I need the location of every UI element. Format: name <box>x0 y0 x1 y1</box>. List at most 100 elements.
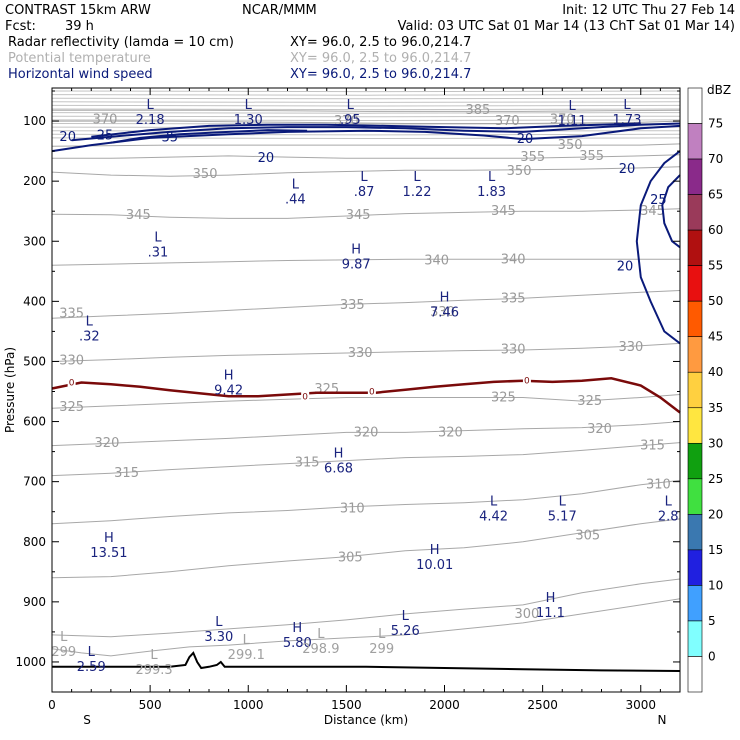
theta-contour-label: 350 <box>558 138 583 153</box>
theta-center-marker: L <box>317 627 325 642</box>
theta-contour-330 <box>51 342 681 362</box>
wind-center-marker: L <box>147 98 155 113</box>
x-tick-label: 500 <box>139 698 162 712</box>
zero-contour: 0 0 0 0 <box>51 375 681 414</box>
x-end-label-north: N <box>658 713 667 727</box>
x-tick-label: 1500 <box>331 698 362 712</box>
wind-contour-right-25 <box>661 174 681 249</box>
field-1-xy: XY= 96.0, 2.5 to 96.0,214.7 <box>290 35 471 50</box>
wind-center-marker: H <box>224 368 234 383</box>
wind-center-value: 5.17 <box>548 510 577 525</box>
colorbar-swatch <box>687 300 703 338</box>
wind-center-marker: L <box>402 609 410 624</box>
theta-strat-line <box>51 112 681 114</box>
colorbar-swatch <box>687 265 703 302</box>
pressure-centers: L2.18L1.30L.95L1.11L1.73L.44L.87L1.22L1.… <box>51 98 678 678</box>
wind-center-marker: L <box>665 495 673 510</box>
theta-contour-label: 325 <box>577 394 602 409</box>
theta-contour-345 <box>51 208 681 219</box>
colorbar-label: 25 <box>708 472 723 486</box>
theta-center-marker: L <box>243 633 251 648</box>
wind-center-value: 2.8 <box>658 510 679 525</box>
wind-center-marker: L <box>413 170 421 185</box>
colorbar-swatch <box>687 194 703 231</box>
zero-contour-label-bg <box>522 375 531 386</box>
field-3-xy: XY= 96.0, 2.5 to 96.0,214.7 <box>290 67 471 82</box>
wind-center-value: 10.01 <box>416 558 453 573</box>
theta-contour-label: 300 <box>515 607 540 622</box>
wind-center-value: 9.87 <box>342 257 371 272</box>
colorbar-label: 70 <box>708 152 723 166</box>
colorbar-label: 5 <box>708 614 716 628</box>
terrain-line <box>52 651 681 672</box>
wind-center-marker: L <box>623 98 631 113</box>
x-tick-label: 3000 <box>625 698 656 712</box>
wind-center-marker: L <box>347 98 355 113</box>
wind-center-value: .87 <box>354 185 375 200</box>
colorbar-swatch <box>687 514 703 551</box>
terrain-profile <box>52 651 681 672</box>
wind-center-value: 2.59 <box>77 660 106 675</box>
center-title: NCAR/MMM <box>242 3 317 18</box>
theta-contour-label: 310 <box>340 502 365 517</box>
theta-contour-label: 305 <box>338 550 363 565</box>
theta-contour-315 <box>51 442 681 477</box>
theta-center-value: 299 <box>369 642 394 657</box>
colorbar-label: 30 <box>708 436 723 450</box>
theta-center-value: 299.1 <box>228 648 265 663</box>
colorbar-swatch <box>687 442 703 480</box>
wind-contour-25 <box>71 122 681 142</box>
wind-center-value: 6.68 <box>324 462 353 477</box>
theta-contour-label: 340 <box>501 252 526 267</box>
wind-center-marker: L <box>360 170 368 185</box>
wind-center-value: 5.26 <box>391 624 420 639</box>
model-title: CONTRAST 15km ARW <box>5 3 151 18</box>
theta-center-marker: L <box>378 627 386 642</box>
wind-center-value: 1.30 <box>234 113 263 128</box>
theta-contour-label: 330 <box>430 305 455 320</box>
wind-center-value: 4.42 <box>479 510 508 525</box>
wind-center-value: 1.73 <box>613 113 642 128</box>
wind-center-marker: H <box>104 531 114 546</box>
wind-center-marker: L <box>88 645 96 660</box>
theta-contour-label: 370 <box>550 112 575 127</box>
wind-contour-35 <box>110 129 308 144</box>
wind-center-value: 9.42 <box>214 383 243 398</box>
wind-center-value: 3.30 <box>204 630 233 645</box>
wind-contours <box>51 122 681 345</box>
colorbar-swatch <box>687 585 703 622</box>
zero-contour-label: 0 <box>369 388 375 398</box>
colorbar-label: 0 <box>708 649 716 663</box>
wind-center-marker: L <box>559 495 567 510</box>
wind-center-marker: L <box>215 615 223 630</box>
wind-center-value: .95 <box>340 113 361 128</box>
y-tick-label: 800 <box>23 535 46 549</box>
colorbar-label: 35 <box>708 401 723 415</box>
colorbar-label: 50 <box>708 294 723 308</box>
theta-strat-line <box>51 90 681 93</box>
colorbar-swatch <box>687 656 703 693</box>
colorbar-swatch <box>687 229 703 266</box>
theta-contour-label: 315 <box>640 439 665 454</box>
theta-contour-label: 370 <box>495 114 520 129</box>
zero-contour-label-bg <box>367 386 376 397</box>
y-tick-label: 600 <box>23 415 46 429</box>
wind-contour-30 <box>91 122 641 138</box>
wind-center-marker: H <box>440 290 450 305</box>
wind-center-marker: L <box>568 99 576 114</box>
colorbar-swatch <box>687 620 703 657</box>
theta-center-marker: L <box>60 630 68 645</box>
wind-center-value: 13.51 <box>90 546 127 561</box>
y-tick-label: 400 <box>23 294 46 308</box>
wind-center-marker: H <box>546 591 556 606</box>
wind-center-marker: L <box>245 98 253 113</box>
theta-contour-305 <box>51 518 681 579</box>
y-tick-label: 1000 <box>15 655 46 669</box>
theta-contour-label: 320 <box>95 436 120 451</box>
plot-background <box>52 88 680 692</box>
theta-contour-label: 345 <box>640 204 665 219</box>
theta-contour-label: 370 <box>93 112 118 127</box>
theta-contour-label: 335 <box>340 298 365 313</box>
wind-contour-20 <box>51 124 681 153</box>
